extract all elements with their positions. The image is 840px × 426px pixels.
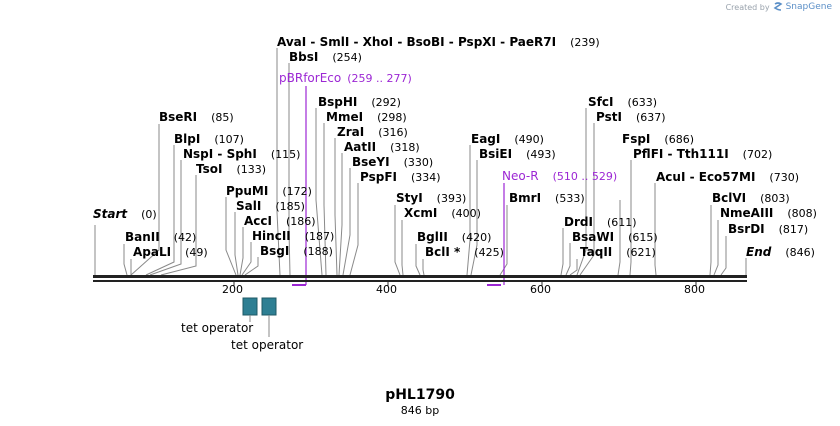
primer-label-pbrforeco[interactable]: pBRforEco (259 .. 277) bbox=[279, 71, 412, 85]
enzyme-label[interactable]: BlpI (107) bbox=[174, 132, 244, 146]
enzyme-label[interactable]: BspHI (292) bbox=[318, 95, 401, 109]
enzyme-label[interactable]: BanII (42) bbox=[125, 230, 196, 244]
ruler-label: 400 bbox=[376, 283, 397, 296]
enzyme-label[interactable]: PspFI (334) bbox=[360, 170, 441, 184]
enzyme-label[interactable]: PstI (637) bbox=[596, 110, 666, 124]
ruler-label: 600 bbox=[530, 283, 551, 296]
enzyme-label[interactable]: PpuMI (172) bbox=[226, 184, 312, 198]
enzyme-label[interactable]: EagI (490) bbox=[471, 132, 544, 146]
enzyme-labels: AvaI - SmlI - XhoI - BsoBI - PspXI - Pae… bbox=[125, 35, 817, 259]
enzyme-label[interactable]: BbsI (254) bbox=[289, 50, 362, 64]
enzyme-label[interactable]: BclI * (425) bbox=[425, 245, 504, 259]
snapgene-branding: Created by SnapGene bbox=[726, 2, 832, 12]
enzyme-label[interactable]: ZraI (316) bbox=[337, 125, 408, 139]
enzyme-label[interactable]: BsaWI (615) bbox=[572, 230, 658, 244]
enzyme-label[interactable]: BsrDI (817) bbox=[728, 222, 808, 236]
feature-label: tet operator bbox=[231, 338, 303, 352]
enzyme-label[interactable]: BmrI (533) bbox=[509, 191, 585, 205]
enzyme-label[interactable]: ApaLI (49) bbox=[133, 245, 208, 259]
enzyme-label[interactable]: AatII (318) bbox=[344, 140, 420, 154]
enzyme-label[interactable]: BsiEI (493) bbox=[479, 147, 556, 161]
enzyme-label[interactable]: StyI (393) bbox=[396, 191, 466, 205]
enzyme-label[interactable]: DrdI (611) bbox=[564, 215, 637, 229]
enzyme-label[interactable]: AcuI - Eco57MI (730) bbox=[656, 170, 799, 184]
enzyme-label[interactable]: XcmI (400) bbox=[404, 206, 481, 220]
features: tet operator tet operator bbox=[181, 297, 303, 352]
enzyme-label[interactable]: NmeAIII (808) bbox=[720, 206, 817, 220]
enzyme-label[interactable]: HincII (187) bbox=[252, 229, 334, 243]
feature-tet-operator-2[interactable] bbox=[261, 297, 277, 316]
plasmid-length: 846 bp bbox=[401, 404, 439, 417]
enzyme-label[interactable]: TaqII (621) bbox=[580, 245, 656, 259]
enzyme-label[interactable]: SalI (185) bbox=[236, 199, 305, 213]
ruler-label: 200 bbox=[222, 283, 243, 296]
ruler: 200 400 600 800 bbox=[222, 282, 705, 296]
enzyme-label[interactable]: BclVI (803) bbox=[712, 191, 790, 205]
primer-leaders bbox=[305, 86, 505, 285]
enzyme-label[interactable]: SfcI (633) bbox=[588, 95, 657, 109]
enzyme-label[interactable]: PflFI - Tth111I (702) bbox=[633, 147, 772, 161]
end-label: End (846) bbox=[746, 245, 815, 259]
feature-tet-operator-1[interactable] bbox=[242, 297, 258, 316]
snapgene-name: SnapGene bbox=[785, 2, 832, 12]
start-label: Start (0) bbox=[93, 207, 157, 221]
primer-labels: pBRforEco (259 .. 277) Neo-R (510 .. 529) bbox=[279, 71, 617, 183]
dna-backbone bbox=[93, 275, 747, 282]
enzyme-label[interactable]: AccI (186) bbox=[244, 214, 316, 228]
enzyme-label[interactable]: BglII (420) bbox=[417, 230, 491, 244]
feature-label: tet operator bbox=[181, 321, 253, 335]
enzyme-label[interactable]: FspI (686) bbox=[622, 132, 694, 146]
enzyme-label[interactable]: TsoI (133) bbox=[196, 162, 266, 176]
plasmid-name: pHL1790 bbox=[385, 387, 455, 403]
ruler-label: 800 bbox=[684, 283, 705, 296]
enzyme-leaders bbox=[94, 48, 747, 276]
created-by-text: Created by bbox=[725, 2, 770, 12]
enzyme-label[interactable]: BsgI (188) bbox=[260, 244, 333, 258]
enzyme-label[interactable]: MmeI (298) bbox=[326, 110, 407, 124]
primer-label-neo-r[interactable]: Neo-R (510 .. 529) bbox=[502, 169, 617, 183]
enzyme-label[interactable]: BseYI (330) bbox=[352, 155, 433, 169]
enzyme-label[interactable]: NspI - SphI (115) bbox=[183, 147, 300, 161]
snapgene-logo-icon bbox=[773, 2, 783, 11]
enzyme-label[interactable]: BseRI (85) bbox=[159, 110, 234, 124]
enzyme-label[interactable]: AvaI - SmlI - XhoI - BsoBI - PspXI - Pae… bbox=[277, 35, 600, 49]
